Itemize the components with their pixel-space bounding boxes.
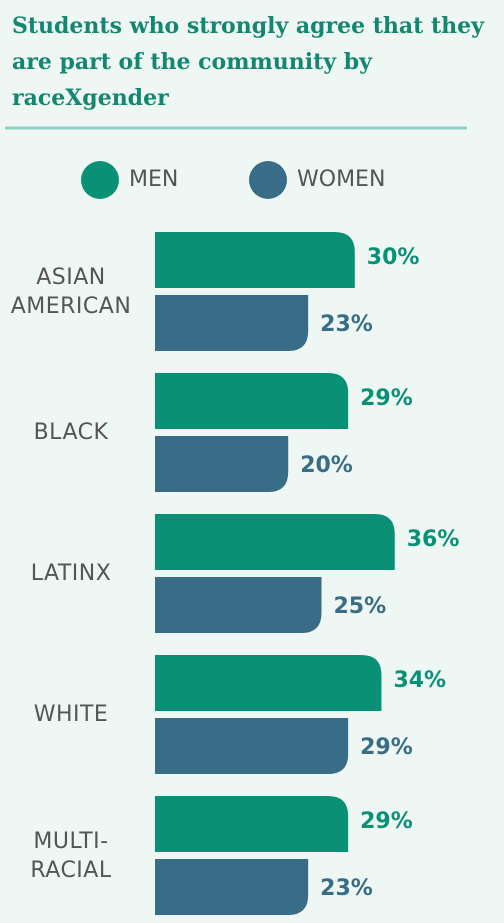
legend-label: WOMEN (297, 167, 385, 192)
bar (155, 577, 322, 633)
legend-label: MEN (129, 167, 178, 192)
category-label: WHITE (33, 702, 109, 727)
value-label: 23% (320, 876, 373, 901)
value-label: 29% (360, 735, 413, 760)
value-label: 20% (300, 453, 353, 478)
value-label: 29% (360, 809, 413, 834)
bar (155, 796, 349, 852)
bar (155, 295, 309, 351)
category-label: LATINX (30, 561, 112, 586)
category-label: MULTI-RACIAL (30, 828, 112, 883)
bar (155, 373, 349, 429)
bar (155, 718, 349, 774)
value-label: 34% (393, 668, 446, 693)
category-label: ASIAN AMERICAN (10, 264, 132, 319)
bar (155, 436, 289, 492)
bar (155, 232, 355, 288)
value-label: 36% (407, 527, 460, 552)
legend-swatch (249, 161, 287, 199)
bar (155, 859, 309, 915)
value-label: 30% (367, 245, 420, 270)
bar (155, 514, 395, 570)
value-label: 25% (334, 594, 387, 619)
bar (155, 655, 382, 711)
category-label: BLACK (33, 420, 109, 445)
legend-swatch (81, 161, 119, 199)
value-label: 23% (320, 312, 373, 337)
value-label: 29% (360, 386, 413, 411)
chart-title: Students who strongly agree that they ar… (12, 13, 484, 111)
